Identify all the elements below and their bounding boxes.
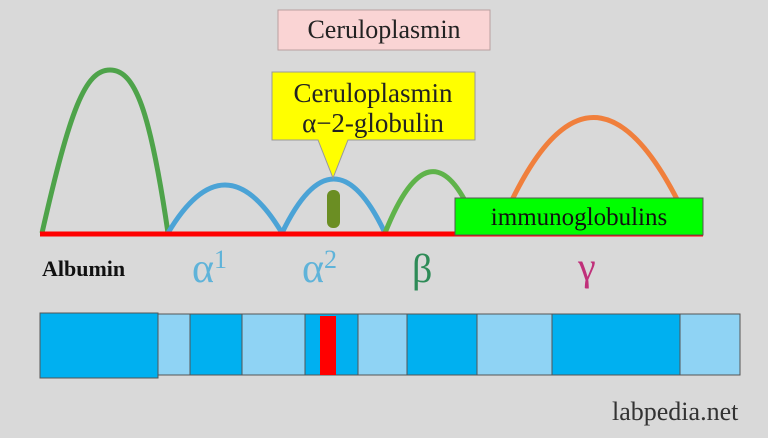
immunoglobulin-box [454,197,704,236]
fraction-sup: 2 [324,245,337,274]
ceruloplasmin-strip-band [320,316,336,375]
strip-band [551,313,681,376]
callout [271,71,476,180]
fraction-label: α2 [302,245,337,292]
title: Ceruloplasmin [307,15,460,44]
watermark: labpedia.net [612,397,739,426]
fraction-label: Albumin [42,256,125,281]
alpha2-peak [279,176,388,235]
beta-peak [382,169,475,234]
ceruloplasmin-band [327,190,340,228]
fraction-label: α1 [192,245,227,292]
gamma-peak [509,115,696,235]
alpha1-peak [165,182,285,235]
strip-band [189,313,243,376]
fraction-symbol: α [192,246,214,292]
callout-line1: Ceruloplasmin [294,78,453,108]
immunoglobulin-label: immunoglobulins [491,204,667,231]
strip-band [39,312,159,379]
electrophoresis-strip [39,312,741,379]
title-box [277,9,491,51]
albumin-peak [39,67,171,234]
fraction-label: β [412,246,432,291]
strip-band [406,313,478,376]
fraction-symbol: α [302,246,324,292]
fraction-sup: 1 [214,245,227,274]
callout-line2: α−2-globulin [302,108,444,138]
fraction-label: γ [577,244,596,289]
